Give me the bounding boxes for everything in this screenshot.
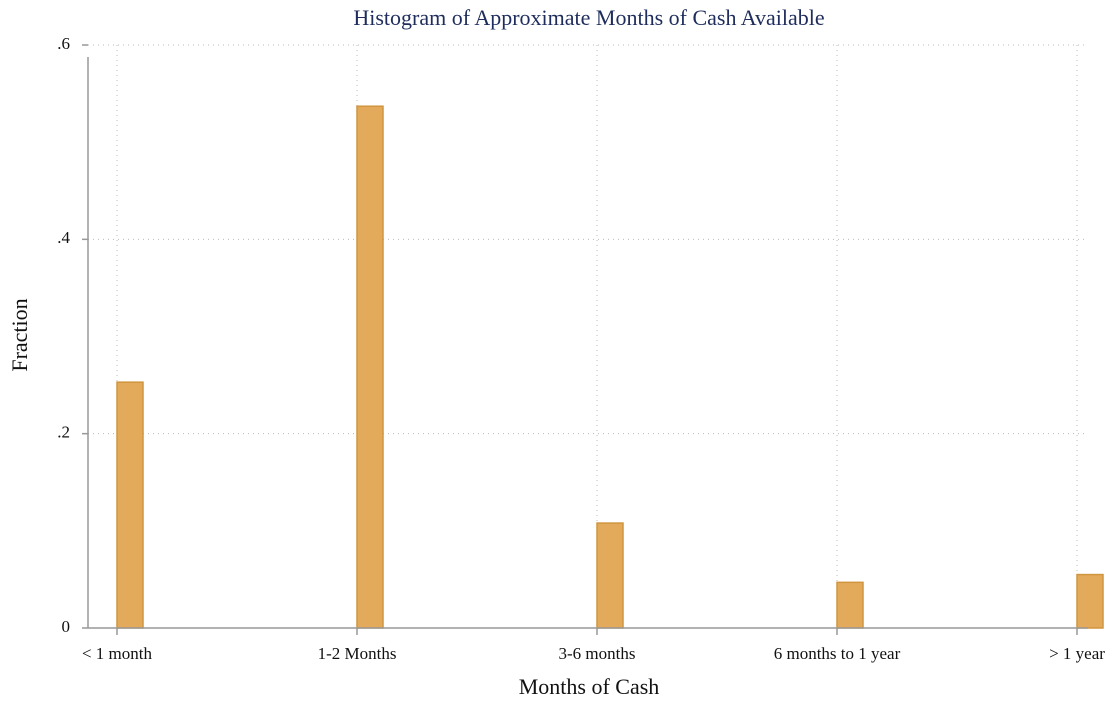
bar [116, 381, 144, 629]
bar [356, 105, 384, 629]
y-tick-label: 0 [62, 617, 71, 636]
x-tick-label: 6 months to 1 year [774, 644, 901, 663]
x-axis-title: Months of Cash [519, 674, 660, 699]
x-tick-label: 1-2 Months [318, 644, 397, 663]
x-tick-label: < 1 month [82, 644, 153, 663]
x-tick-label: 3-6 months [559, 644, 636, 663]
bar [1076, 573, 1104, 629]
y-axis-title: Fraction [7, 298, 32, 371]
bar [596, 522, 624, 629]
bar [836, 581, 864, 629]
chart-title: Histogram of Approximate Months of Cash … [353, 5, 824, 30]
y-tick-label: .6 [57, 34, 70, 53]
x-tick-label: > 1 year [1049, 644, 1105, 663]
y-tick-label: .2 [57, 423, 70, 442]
y-tick-label: .4 [57, 228, 70, 247]
